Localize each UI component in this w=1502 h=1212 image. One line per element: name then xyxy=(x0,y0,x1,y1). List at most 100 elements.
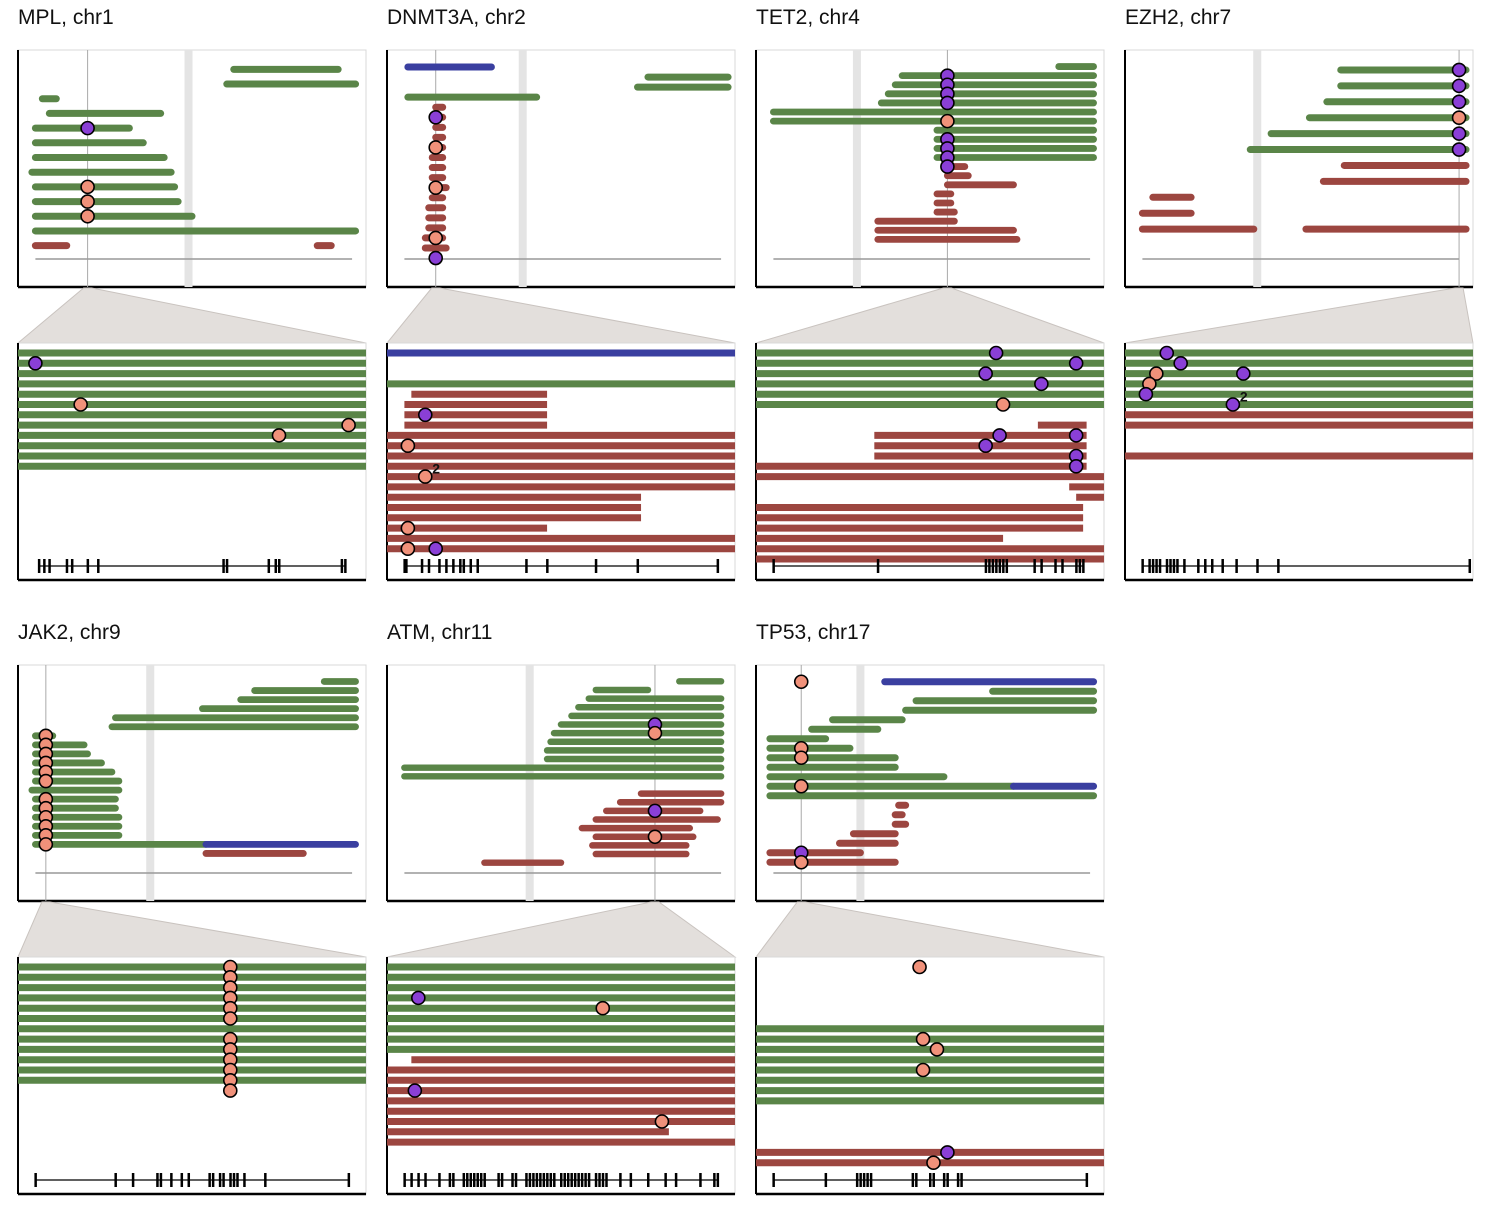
highlight-band xyxy=(146,665,155,901)
highlight-band xyxy=(184,50,193,287)
zoom-variant-marker-salmon xyxy=(926,1155,941,1170)
gene-exon xyxy=(716,559,720,573)
zoom-frame-tet2 xyxy=(755,342,1105,581)
zoom-variant-marker-salmon xyxy=(417,469,433,484)
variant-marker-salmon xyxy=(940,113,955,129)
gene-exon xyxy=(410,1173,413,1187)
gene-exon xyxy=(855,1173,859,1187)
gene-exon xyxy=(1002,559,1005,573)
gene-exon xyxy=(942,1173,946,1187)
gene-exon xyxy=(1082,559,1085,573)
gene-exon xyxy=(1158,559,1162,573)
zoom-variant-marker-purple xyxy=(417,407,433,423)
gene-exon xyxy=(664,1173,667,1187)
gene-exon xyxy=(131,1173,135,1187)
gene-exon xyxy=(511,1173,514,1187)
gene-exon xyxy=(483,1173,486,1187)
gene-exon xyxy=(222,1173,225,1187)
variant-marker-salmon xyxy=(1451,110,1467,126)
gene-exon xyxy=(445,559,448,573)
gene-exon xyxy=(420,559,424,573)
zoom-funnel xyxy=(755,287,1105,344)
variant-marker-salmon xyxy=(38,837,54,852)
zoom-funnel xyxy=(755,901,1105,958)
variant-marker-salmon xyxy=(793,750,809,766)
zoom-variant-marker-purple xyxy=(407,1083,423,1098)
gene-exon xyxy=(180,1173,184,1187)
gene-exon xyxy=(65,559,69,573)
gene-exon xyxy=(866,1173,869,1187)
zoom-funnel xyxy=(1124,287,1474,344)
gene-exon xyxy=(932,1173,935,1187)
gene-exon xyxy=(772,1173,775,1187)
gene-exon xyxy=(187,1173,191,1187)
zoom-variant-marker-purple xyxy=(1068,428,1084,443)
zoom-variant-marker-salmon xyxy=(400,520,416,536)
gene-exon xyxy=(469,1173,473,1187)
gene-exon xyxy=(1165,559,1169,573)
gene-exon xyxy=(674,1173,678,1187)
gene-exon xyxy=(539,1173,542,1187)
gene-exon xyxy=(459,559,462,573)
gene-exon xyxy=(535,1173,539,1187)
gene-exon xyxy=(1148,559,1151,573)
gene-exon xyxy=(1054,559,1057,573)
gene-exon xyxy=(605,1173,608,1187)
zoom-variant-marker-purple xyxy=(978,438,993,454)
gene-exon xyxy=(570,1173,573,1187)
gene-exon xyxy=(159,1173,163,1187)
gene-exon xyxy=(598,1173,601,1187)
zoom-variant-marker-salmon xyxy=(654,1114,670,1129)
gene-exon xyxy=(594,559,598,573)
gene-exon xyxy=(869,1173,873,1187)
zoom-variant-marker-purple xyxy=(1068,458,1084,474)
gene-exon xyxy=(1141,559,1144,573)
variant-marker-purple xyxy=(647,803,663,819)
gene-exon xyxy=(1256,559,1259,573)
gene-exon xyxy=(424,1173,427,1187)
gene-exon xyxy=(713,1173,716,1187)
zoom-variant-marker-purple xyxy=(1225,397,1241,412)
overview-frame-tet2 xyxy=(755,49,1105,288)
gene-exon xyxy=(946,1173,949,1187)
gene-exon xyxy=(915,1173,918,1187)
gene-exon xyxy=(466,1173,469,1187)
gene-exon xyxy=(225,559,229,573)
gene-exon xyxy=(500,1173,504,1187)
variant-marker-purple xyxy=(1451,94,1467,110)
gene-exon xyxy=(211,1173,215,1187)
variant-marker-purple xyxy=(1451,62,1467,78)
gene-exon xyxy=(546,1173,549,1187)
gene-exon xyxy=(43,559,46,573)
gene-exon xyxy=(403,559,406,573)
zoom-variant-marker-purple xyxy=(1173,355,1188,371)
gene-exon xyxy=(553,1173,556,1187)
zoom-variant-marker-salmon xyxy=(995,397,1011,412)
gene-exon xyxy=(243,1173,246,1187)
gene-exon xyxy=(1221,559,1224,573)
gene-exon xyxy=(859,1173,862,1187)
variant-marker-salmon xyxy=(80,208,95,224)
zoom-variant-marker-salmon xyxy=(341,417,356,433)
highlight-band xyxy=(1253,50,1262,287)
gene-exon xyxy=(1468,559,1472,573)
zoom-variant-marker-salmon xyxy=(271,428,287,443)
gene-exon xyxy=(1005,559,1009,573)
gene-exon xyxy=(1235,559,1238,573)
variant-marker-purple xyxy=(428,109,444,125)
zoom-funnel xyxy=(17,901,367,958)
gene-exon xyxy=(264,1173,267,1187)
gene-exon xyxy=(862,1173,866,1187)
gene-exon xyxy=(476,559,479,573)
variant-marker-salmon xyxy=(428,180,444,195)
gene-exon xyxy=(1169,559,1172,573)
variant-marker-salmon xyxy=(80,179,95,195)
gene-exon xyxy=(772,559,775,573)
gene-exon xyxy=(469,559,473,573)
zoom-frame-jak2 xyxy=(17,956,367,1195)
variant-marker-purple xyxy=(428,250,444,266)
zoom-frame-atm xyxy=(386,956,736,1195)
zoom-variant-marker-purple xyxy=(428,541,444,557)
